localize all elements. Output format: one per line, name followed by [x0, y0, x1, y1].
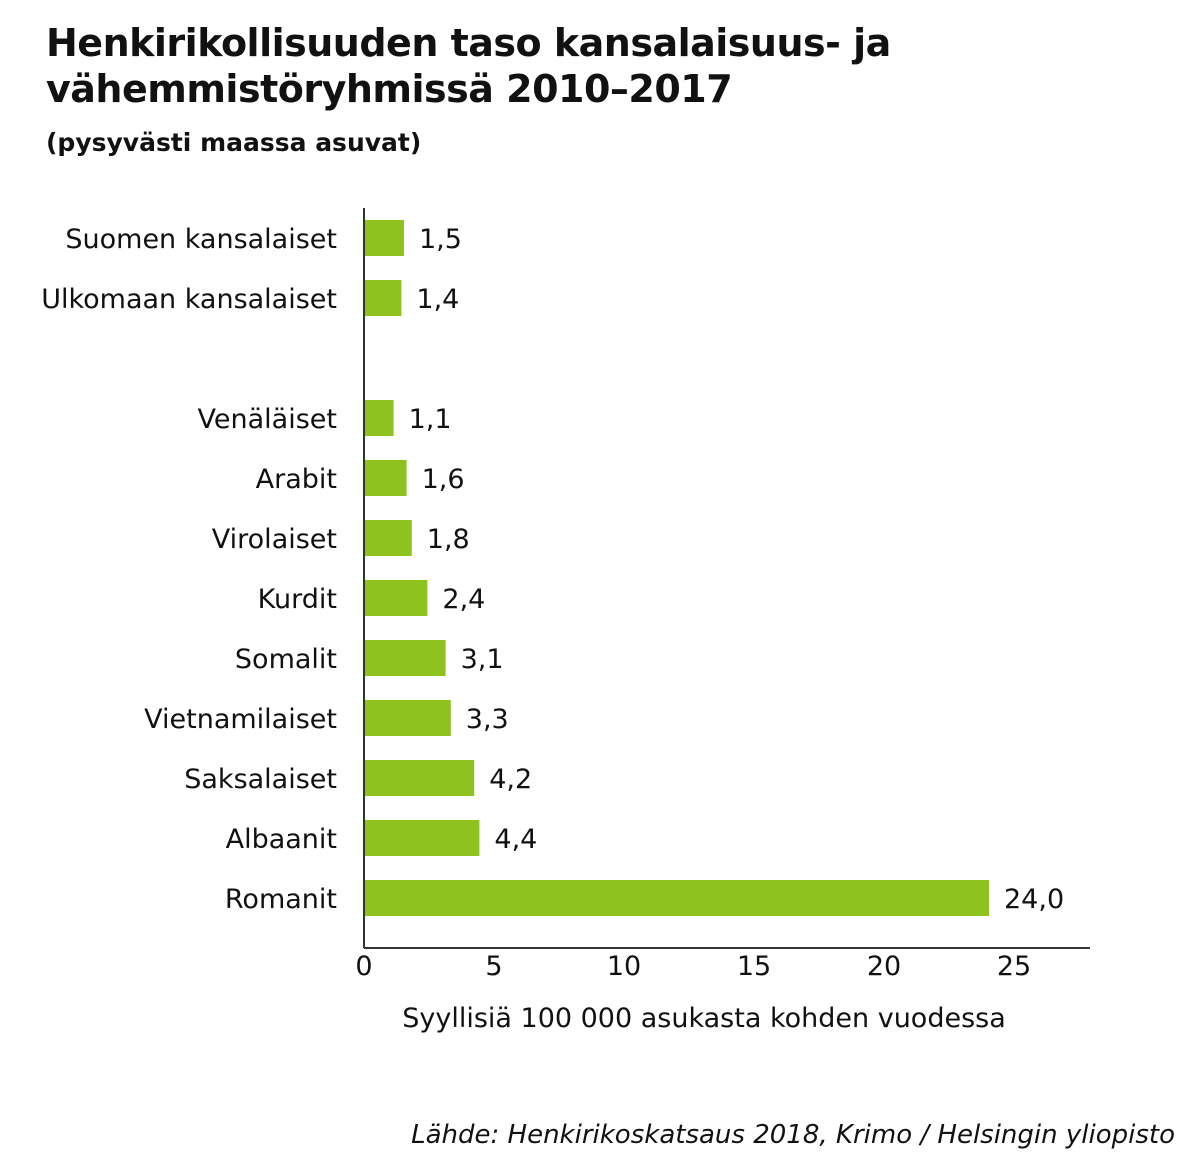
- x-tick-label: 25: [997, 951, 1031, 982]
- labels-group: Suomen kansalaiset 1,5 Ulkomaan kansalaise…: [41, 224, 1064, 915]
- category-label-suomen-kansalaiset: Suomen kansalaiset: [65, 224, 337, 255]
- category-label-venalaiset: Venäläiset: [198, 404, 337, 435]
- value-label-kurdit: 2,4: [442, 584, 485, 615]
- chart-title: Henkirikollisuuden taso kansalaisuus- ja…: [46, 21, 891, 111]
- category-label-romanit: Romanit: [225, 884, 337, 915]
- category-label-kurdit: Kurdit: [258, 584, 337, 615]
- category-label-albaanit: Albaanit: [226, 824, 337, 855]
- bars-group: [365, 220, 989, 916]
- bar-vietnamilaiset: [365, 700, 451, 736]
- value-label-ulkomaan-kansalaiset: 1,4: [416, 284, 459, 315]
- axes-group: [363, 208, 1090, 949]
- category-label-saksalaiset: Saksalaiset: [184, 764, 337, 795]
- value-label-virolaiset: 1,8: [427, 524, 470, 555]
- value-label-romanit: 24,0: [1004, 884, 1064, 915]
- value-label-somalit: 3,1: [461, 644, 504, 675]
- bar-virolaiset: [365, 520, 412, 556]
- x-axis-title: Syyllisiä 100 000 asukasta kohden vuodes…: [402, 1003, 1006, 1034]
- value-label-saksalaiset: 4,2: [489, 764, 532, 795]
- bar-ulkomaan-kansalaiset: [365, 280, 402, 316]
- value-label-venalaiset: 1,1: [409, 404, 452, 435]
- x-tick-label: 0: [355, 951, 372, 982]
- value-label-vietnamilaiset: 3,3: [466, 704, 509, 735]
- x-tick-label: 20: [867, 951, 901, 982]
- category-label-vietnamilaiset: Vietnamilaiset: [144, 704, 337, 735]
- bar-albaanit: [365, 820, 480, 856]
- value-label-albaanit: 4,4: [494, 824, 537, 855]
- chart-subtitle: (pysyvästi maassa asuvat): [46, 128, 422, 157]
- bar-saksalaiset: [365, 760, 475, 796]
- category-label-arabit: Arabit: [256, 464, 337, 495]
- x-tick-label: 5: [485, 951, 502, 982]
- category-label-somalit: Somalit: [235, 644, 337, 675]
- category-label-ulkomaan-kansalaiset: Ulkomaan kansalaiset: [41, 284, 337, 315]
- bar-venalaiset: [365, 400, 394, 436]
- bar-suomen-kansalaiset: [365, 220, 404, 256]
- bar-kurdit: [365, 580, 428, 616]
- value-label-suomen-kansalaiset: 1,5: [419, 224, 462, 255]
- bar-romanit: [365, 880, 989, 916]
- bar-arabit: [365, 460, 407, 496]
- source-note: Lähde: Henkirikoskatsaus 2018, Krimo / H…: [411, 1120, 1175, 1150]
- category-label-virolaiset: Virolaiset: [212, 524, 337, 555]
- value-label-arabit: 1,6: [422, 464, 465, 495]
- bar-somalit: [365, 640, 446, 676]
- x-tick-label: 10: [607, 951, 641, 982]
- x-ticks-group: 0 5 10 15 20 25: [355, 951, 1031, 982]
- x-tick-label: 15: [737, 951, 771, 982]
